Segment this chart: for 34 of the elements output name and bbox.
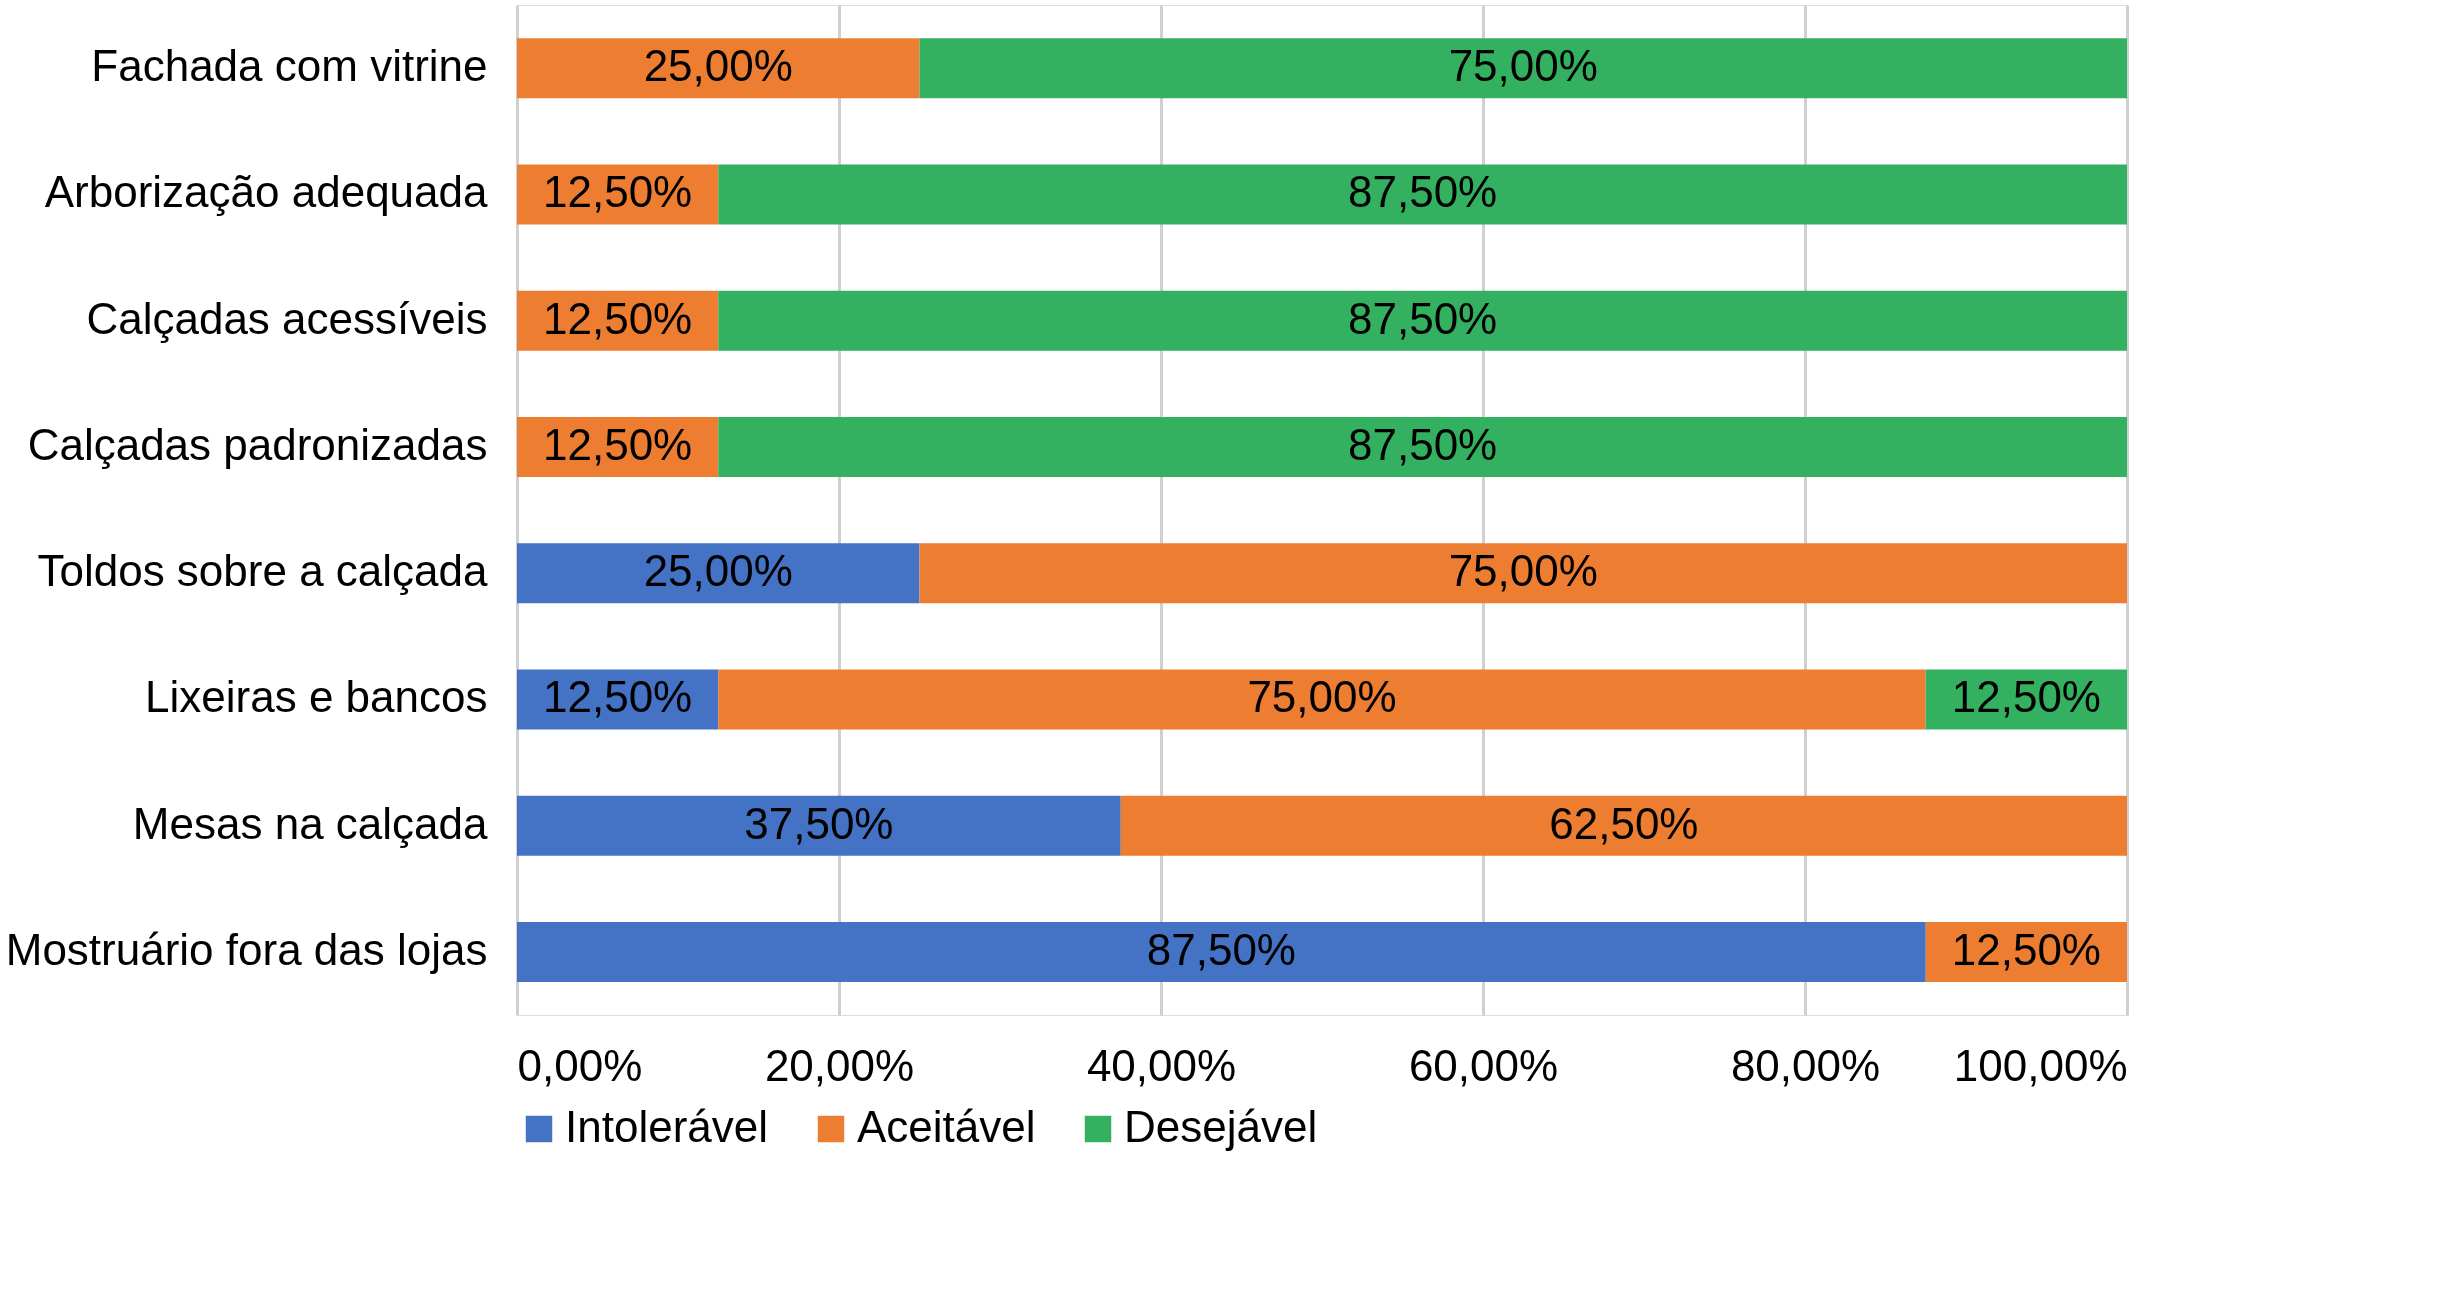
x-tick-label: 80,00% — [1730, 1040, 1881, 1090]
data-label: 25,00% — [643, 546, 793, 596]
data-label: 12,50% — [543, 419, 693, 469]
data-label: 12,50% — [543, 672, 693, 722]
x-tick-label: 20,00% — [764, 1040, 915, 1090]
y-tick-label: Mostruário fora das lojas — [5, 924, 488, 974]
legend-label: Intolerável — [565, 1102, 769, 1151]
x-tick-label: 0,00% — [517, 1040, 643, 1090]
data-label: 87,50% — [1146, 924, 1296, 974]
data-label: 12,50% — [1951, 924, 2101, 974]
data-label: 75,00% — [1247, 672, 1397, 722]
legend-label: Aceitável — [857, 1102, 1036, 1151]
y-tick-label: Mesas na calçada — [132, 798, 489, 848]
y-tick-label: Lixeiras e bancos — [145, 672, 488, 722]
data-label: 87,50% — [1348, 293, 1498, 343]
data-label: 25,00% — [643, 41, 793, 91]
data-label: 62,50% — [1549, 798, 1699, 848]
x-tick-label: 40,00% — [1086, 1040, 1237, 1090]
y-tick-label: Toldos sobre a calçada — [37, 546, 489, 596]
data-label: 37,50% — [744, 798, 894, 848]
data-label: 12,50% — [543, 167, 693, 217]
y-tick-label: Arborização adequada — [44, 167, 489, 217]
x-tick-label: 100,00% — [1953, 1040, 2128, 1090]
y-tick-label: Calçadas padronizadas — [27, 419, 488, 469]
x-tick-label: 60,00% — [1408, 1040, 1559, 1090]
legend-label: Desejável — [1124, 1102, 1318, 1151]
data-label: 12,50% — [1951, 672, 2101, 722]
y-tick-label: Fachada com vitrine — [91, 41, 488, 91]
data-label: 87,50% — [1348, 167, 1498, 217]
data-label: 87,50% — [1348, 419, 1498, 469]
data-label: 75,00% — [1448, 41, 1598, 91]
y-tick-label: Calçadas acessíveis — [86, 293, 488, 343]
data-label: 12,50% — [543, 293, 693, 343]
data-label: 75,00% — [1448, 546, 1598, 596]
